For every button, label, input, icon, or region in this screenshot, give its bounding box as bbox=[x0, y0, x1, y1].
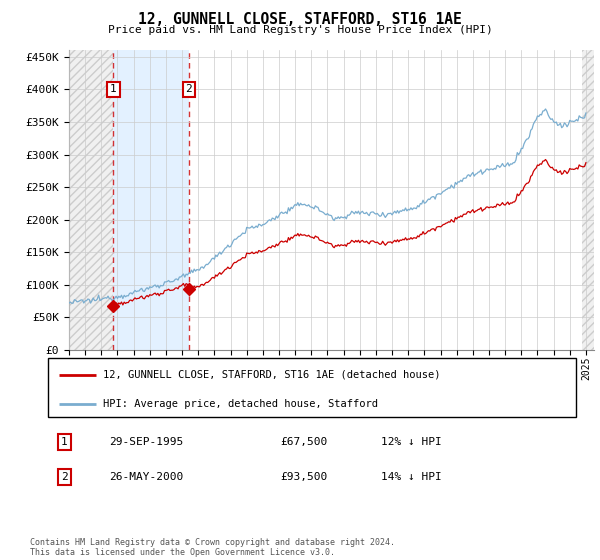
Text: 1: 1 bbox=[110, 85, 117, 95]
Text: 1: 1 bbox=[61, 437, 68, 447]
Text: 12, GUNNELL CLOSE, STAFFORD, ST16 1AE: 12, GUNNELL CLOSE, STAFFORD, ST16 1AE bbox=[138, 12, 462, 27]
Text: 2: 2 bbox=[61, 472, 68, 482]
Text: 29-SEP-1995: 29-SEP-1995 bbox=[109, 437, 183, 447]
Text: Price paid vs. HM Land Registry's House Price Index (HPI): Price paid vs. HM Land Registry's House … bbox=[107, 25, 493, 35]
Text: HPI: Average price, detached house, Stafford: HPI: Average price, detached house, Staf… bbox=[103, 399, 379, 409]
Text: £67,500: £67,500 bbox=[280, 437, 328, 447]
Bar bbox=[582, 50, 594, 350]
Text: 26-MAY-2000: 26-MAY-2000 bbox=[109, 472, 183, 482]
Bar bbox=[113, 50, 189, 350]
Text: 2: 2 bbox=[185, 85, 192, 95]
Text: Contains HM Land Registry data © Crown copyright and database right 2024.
This d: Contains HM Land Registry data © Crown c… bbox=[30, 538, 395, 557]
Bar bbox=[69, 50, 113, 350]
Text: 12, GUNNELL CLOSE, STAFFORD, ST16 1AE (detached house): 12, GUNNELL CLOSE, STAFFORD, ST16 1AE (d… bbox=[103, 370, 441, 380]
Text: £93,500: £93,500 bbox=[280, 472, 328, 482]
Text: 14% ↓ HPI: 14% ↓ HPI bbox=[380, 472, 442, 482]
FancyBboxPatch shape bbox=[48, 358, 576, 417]
Text: 12% ↓ HPI: 12% ↓ HPI bbox=[380, 437, 442, 447]
